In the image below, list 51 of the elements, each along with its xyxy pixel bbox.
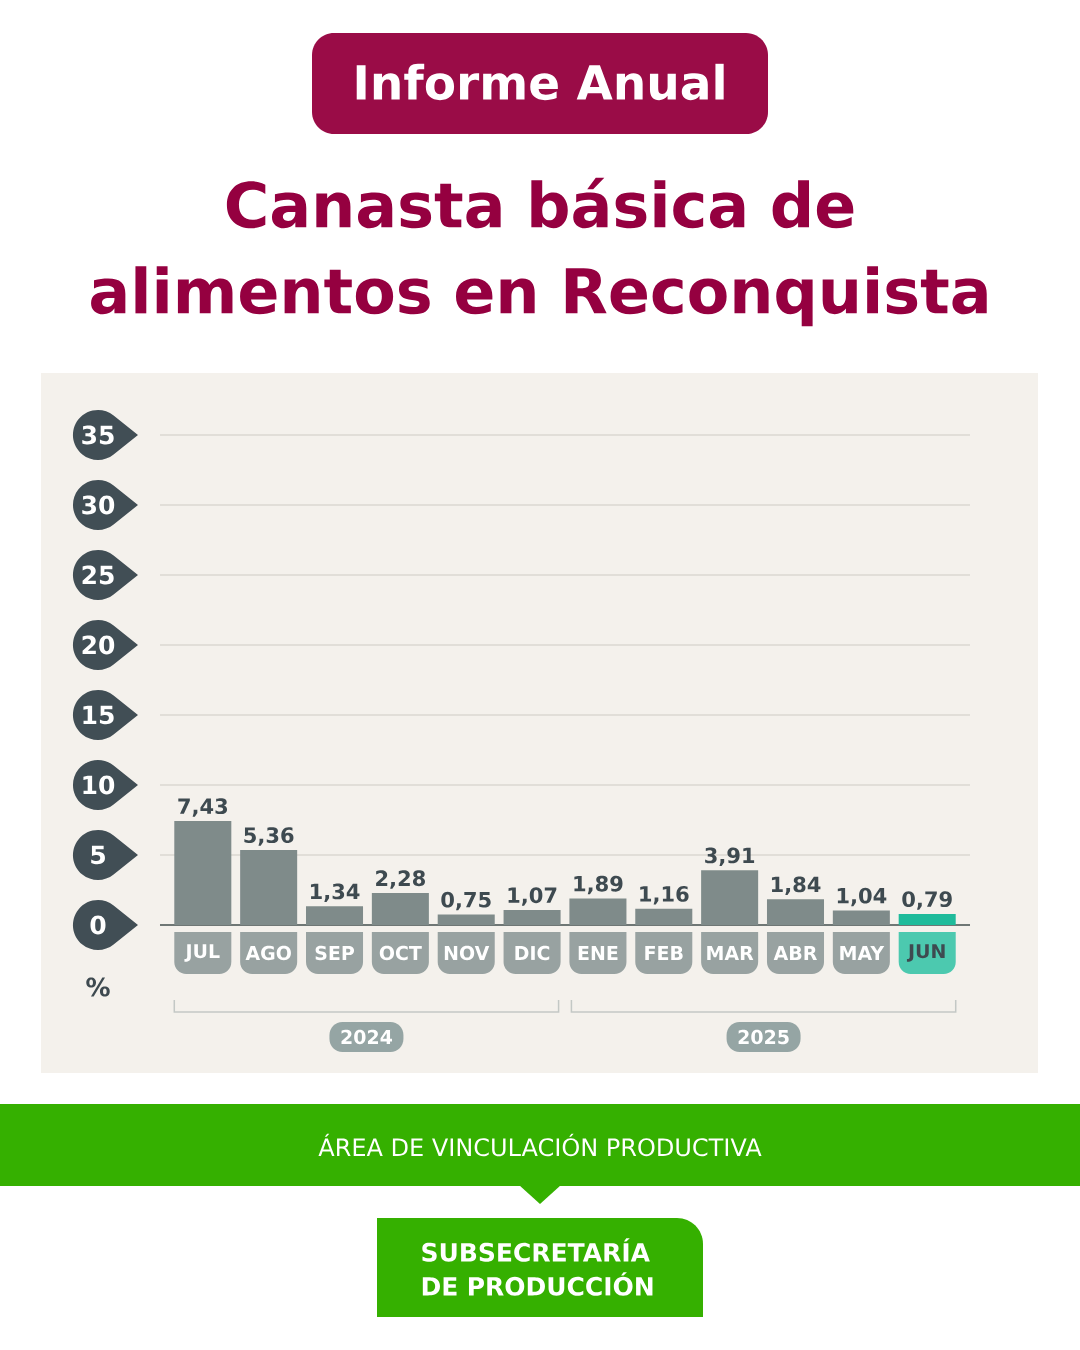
bar [240,849,298,925]
bar [437,914,495,925]
data-label: 0,75 [441,891,491,911]
y-tick-label: 10 [83,775,115,795]
y-tick-label: 20 [82,635,115,655]
x-tick-label: AGO [245,945,291,961]
x-tick-label: ABR [773,946,818,960]
bar [701,870,759,925]
data-label: 1,07 [508,887,557,906]
bar [174,820,232,925]
data-label: 5,36 [244,827,294,846]
data-label: 1,84 [771,876,821,896]
bar [306,906,364,925]
y-axis-title: % [86,977,110,997]
data-label: 1,04 [837,887,887,907]
chart-title: Canasta básica de alimentos en Reconquista [91,177,987,327]
data-label: 3,91 [705,847,755,867]
bar [569,898,627,925]
bar [898,913,956,925]
x-tick-label: ENE [578,946,618,960]
bar [635,908,693,925]
bar [766,899,825,925]
y-tick-label: 25 [82,565,114,585]
text: 2024 [341,1029,393,1045]
data-label: 7,43 [178,798,228,817]
x-tick-label: FEB [645,946,683,960]
y-tick-label: 35 [82,425,114,445]
text: 2025 [738,1029,789,1045]
data-label: 0,79 [902,891,952,910]
x-tick-label: NOV [444,945,490,961]
bar [832,910,890,925]
x-tick-label: JUN [906,944,945,962]
data-label: 2,28 [376,870,425,889]
data-label: 1,34 [310,883,360,903]
y-tick-label: 15 [83,705,114,725]
data-label: 1,16 [640,886,689,905]
text: Informe Anual [356,63,724,101]
y-tick-label: 0 [90,915,106,935]
x-tick-label: SEP [315,945,355,961]
data-label: 1,89 [574,875,623,895]
x-tick-label: MAR [707,946,754,960]
text: SUBSECRETARÍA DE PRODUCCIÓN [422,1238,653,1296]
x-tick-label: OCT [379,945,422,961]
x-tick-label: JUL [184,944,220,962]
bar [503,910,561,925]
y-tick-label: 5 [91,845,105,865]
x-tick-label: MAY [840,946,885,960]
x-tick-label: DIC [515,945,550,961]
y-tick-label: 30 [82,495,115,515]
text: ÁREA DE VINCULACIÓN PRODUCTIVA [318,1133,762,1157]
bar [371,893,429,925]
